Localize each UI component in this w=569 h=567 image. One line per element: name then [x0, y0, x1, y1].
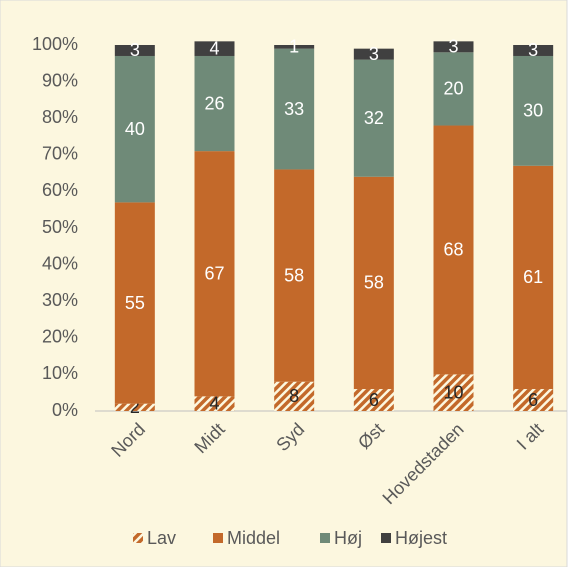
legend-label: Middel — [227, 528, 280, 548]
data-label: 6 — [369, 390, 379, 410]
bar-segment — [114, 403, 155, 411]
legend-swatch — [381, 533, 391, 543]
y-tick-label: 10% — [42, 363, 78, 383]
data-label: 32 — [364, 108, 384, 128]
bar-segment — [114, 202, 155, 404]
data-label: 3 — [528, 40, 538, 60]
data-label: 30 — [523, 101, 543, 121]
data-label: 20 — [443, 79, 463, 99]
bar-segment — [114, 45, 155, 56]
data-label: 4 — [209, 38, 219, 58]
data-label: 68 — [443, 240, 463, 260]
bar-segment — [353, 48, 394, 60]
y-tick-label: 60% — [42, 180, 78, 200]
data-label: 3 — [130, 40, 140, 60]
bar-segment — [513, 55, 554, 166]
data-label: 40 — [125, 119, 145, 139]
legend-label: Højest — [395, 528, 447, 548]
bar-segment — [353, 59, 394, 177]
bar-segment — [513, 389, 554, 411]
bar-segment — [114, 55, 155, 203]
bar-segment — [433, 125, 474, 375]
bar-segment — [353, 176, 394, 390]
y-tick-label: 90% — [42, 70, 78, 90]
data-label: 2 — [130, 397, 140, 417]
data-label: 26 — [204, 93, 224, 113]
data-label: 1 — [289, 37, 299, 57]
bar-segment — [194, 41, 235, 56]
data-label: 58 — [364, 273, 384, 293]
data-label: 58 — [284, 265, 304, 285]
data-label: 33 — [284, 99, 304, 119]
data-label: 4 — [209, 393, 219, 413]
y-tick-label: 20% — [42, 327, 78, 347]
bar-segment — [194, 396, 235, 411]
legend-label: Høj — [334, 528, 362, 548]
data-label: 3 — [448, 37, 458, 57]
y-tick-label: 50% — [42, 217, 78, 237]
bar-segment — [194, 55, 235, 152]
legend-swatch — [213, 533, 223, 543]
bar-segment — [274, 169, 315, 382]
bar-segment — [353, 389, 394, 411]
legend-swatch — [320, 533, 330, 543]
data-label: 3 — [369, 44, 379, 64]
data-label: 8 — [289, 386, 299, 406]
legend-swatch — [133, 533, 143, 543]
y-tick-label: 0% — [52, 400, 78, 420]
bar-segment — [274, 48, 315, 170]
data-label: 10 — [443, 382, 463, 402]
data-label: 6 — [528, 390, 538, 410]
y-tick-label: 70% — [42, 144, 78, 164]
legend-label: Lav — [147, 528, 176, 548]
bar-segment — [513, 165, 554, 390]
y-tick-label: 100% — [32, 34, 78, 54]
bar-segment — [433, 41, 474, 53]
data-label: 61 — [523, 267, 543, 287]
data-label: 67 — [204, 264, 224, 284]
data-label: 55 — [125, 293, 145, 313]
y-tick-label: 40% — [42, 253, 78, 273]
bar-segment — [513, 45, 554, 56]
y-tick-label: 30% — [42, 290, 78, 310]
y-tick-label: 80% — [42, 107, 78, 127]
bar-segment — [433, 374, 474, 411]
bar-segment — [274, 45, 315, 49]
bar-segment — [194, 151, 235, 397]
bar-segment — [274, 381, 315, 411]
bar-segment — [433, 52, 474, 126]
